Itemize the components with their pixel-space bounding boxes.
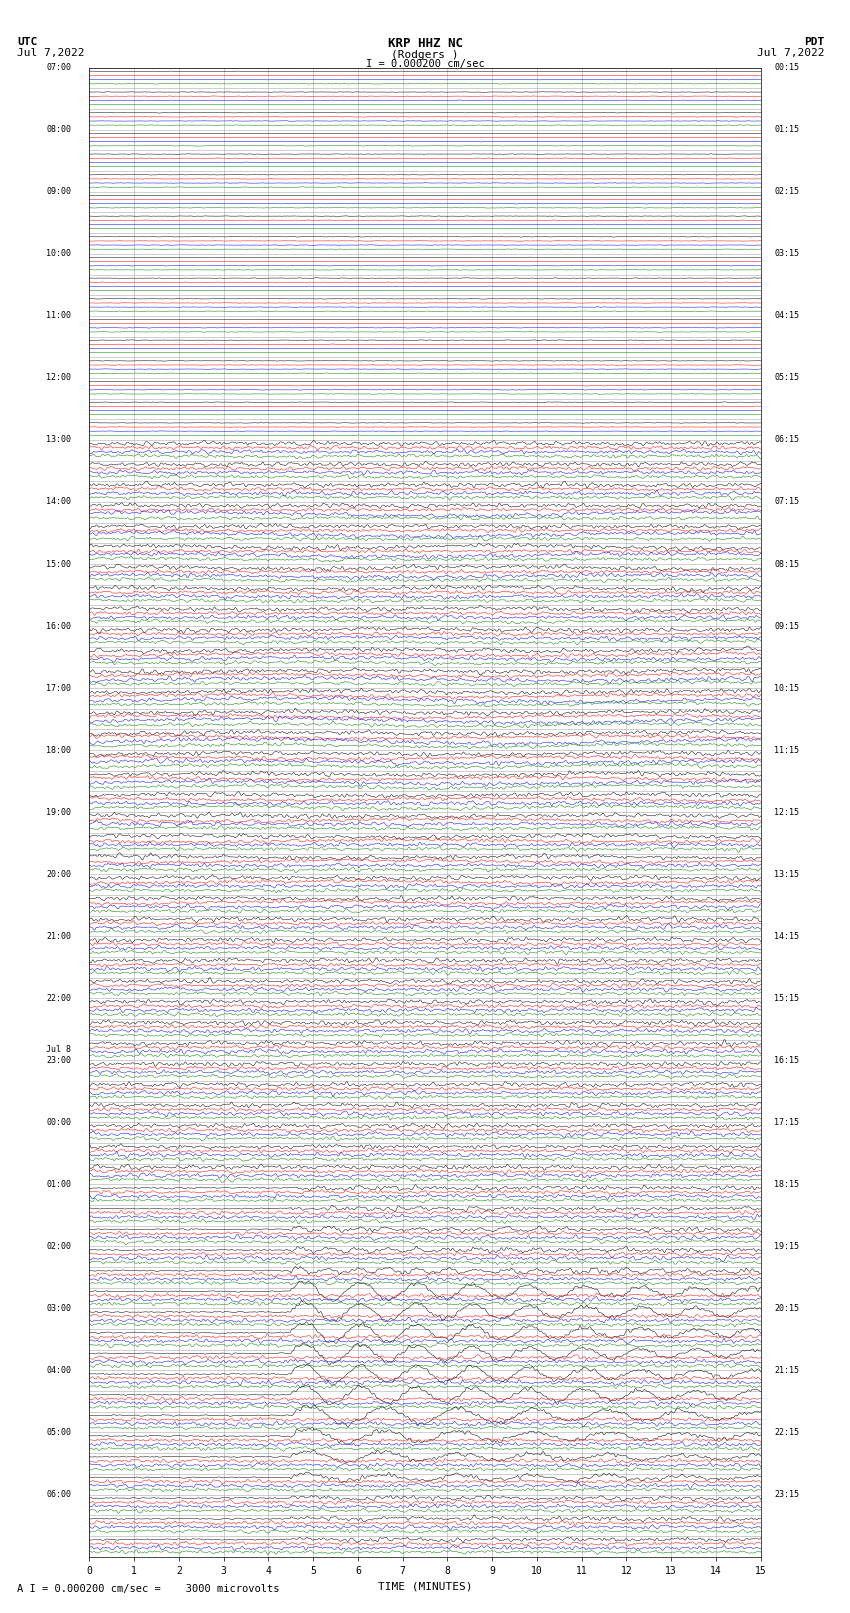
Text: 00:00: 00:00 [47,1118,71,1127]
Text: 23:00: 23:00 [47,1057,71,1065]
Text: 08:00: 08:00 [47,126,71,134]
Text: 02:15: 02:15 [774,187,799,197]
Text: 16:15: 16:15 [774,1057,799,1065]
Text: 12:00: 12:00 [47,374,71,382]
Text: 17:15: 17:15 [774,1118,799,1127]
Text: 07:15: 07:15 [774,497,799,506]
Text: 15:15: 15:15 [774,994,799,1003]
Text: 18:00: 18:00 [47,745,71,755]
Text: A I = 0.000200 cm/sec =    3000 microvolts: A I = 0.000200 cm/sec = 3000 microvolts [17,1584,280,1594]
Text: I = 0.000200 cm/sec: I = 0.000200 cm/sec [366,60,484,69]
Text: 11:00: 11:00 [47,311,71,321]
Text: 10:00: 10:00 [47,250,71,258]
Text: 03:15: 03:15 [774,250,799,258]
Text: Jul 7,2022: Jul 7,2022 [757,48,824,58]
X-axis label: TIME (MINUTES): TIME (MINUTES) [377,1581,473,1590]
Text: 18:15: 18:15 [774,1179,799,1189]
Text: 16:00: 16:00 [47,621,71,631]
Text: 13:00: 13:00 [47,436,71,445]
Text: 07:00: 07:00 [47,63,71,73]
Text: 22:15: 22:15 [774,1428,799,1437]
Text: 21:00: 21:00 [47,932,71,940]
Text: 13:15: 13:15 [774,869,799,879]
Text: 22:00: 22:00 [47,994,71,1003]
Text: 20:15: 20:15 [774,1303,799,1313]
Text: 10:15: 10:15 [774,684,799,692]
Text: 06:00: 06:00 [47,1490,71,1498]
Text: 05:15: 05:15 [774,374,799,382]
Text: KRP HHZ NC: KRP HHZ NC [388,37,462,50]
Text: 12:15: 12:15 [774,808,799,816]
Text: 01:00: 01:00 [47,1179,71,1189]
Text: 09:15: 09:15 [774,621,799,631]
Text: 21:15: 21:15 [774,1366,799,1374]
Text: 17:00: 17:00 [47,684,71,692]
Text: Jul 8: Jul 8 [47,1045,71,1055]
Text: (Rodgers ): (Rodgers ) [391,50,459,60]
Text: 14:00: 14:00 [47,497,71,506]
Text: 09:00: 09:00 [47,187,71,197]
Text: 04:00: 04:00 [47,1366,71,1374]
Text: UTC: UTC [17,37,37,47]
Text: 08:15: 08:15 [774,560,799,568]
Text: 05:00: 05:00 [47,1428,71,1437]
Text: 06:15: 06:15 [774,436,799,445]
Text: 19:15: 19:15 [774,1242,799,1250]
Text: 23:15: 23:15 [774,1490,799,1498]
Text: Jul 7,2022: Jul 7,2022 [17,48,84,58]
Text: 14:15: 14:15 [774,932,799,940]
Text: PDT: PDT [804,37,824,47]
Text: 11:15: 11:15 [774,745,799,755]
Text: 20:00: 20:00 [47,869,71,879]
Text: 15:00: 15:00 [47,560,71,568]
Text: 19:00: 19:00 [47,808,71,816]
Text: 03:00: 03:00 [47,1303,71,1313]
Text: 00:15: 00:15 [774,63,799,73]
Text: 02:00: 02:00 [47,1242,71,1250]
Text: 04:15: 04:15 [774,311,799,321]
Text: 01:15: 01:15 [774,126,799,134]
